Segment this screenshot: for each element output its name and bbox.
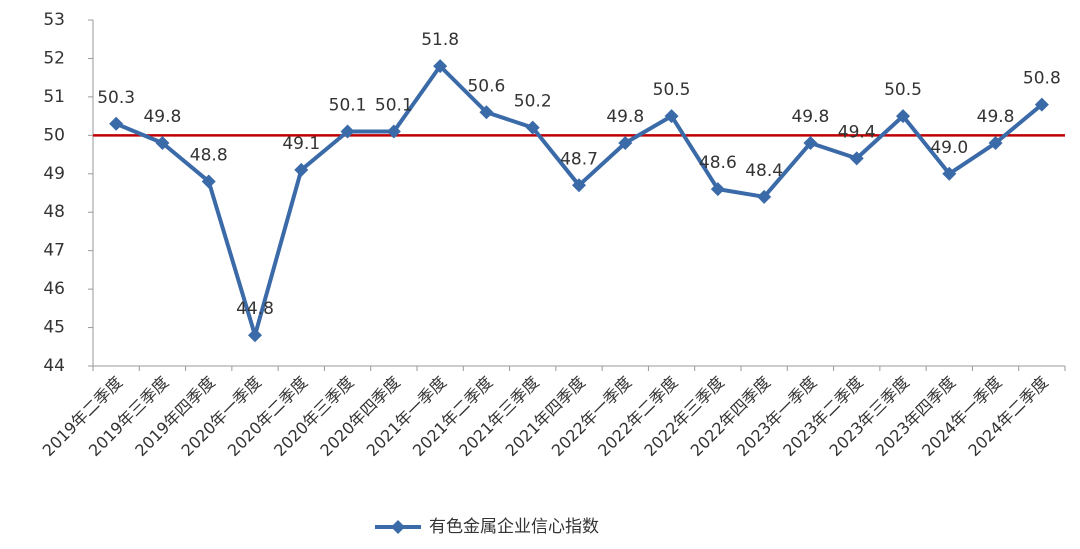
data-label: 50.8 <box>1023 69 1061 89</box>
x-tick-label: 2021年一季度 <box>363 373 450 460</box>
y-tick-label: 50 <box>43 125 65 145</box>
marker <box>109 116 124 131</box>
data-label: 50.2 <box>514 92 552 112</box>
y-tick-label: 52 <box>43 48 65 68</box>
x-tick-label: 2020年三季度 <box>270 373 357 460</box>
x-tick-label: 2019年四季度 <box>131 373 218 460</box>
marker <box>942 166 957 181</box>
data-label: 49.0 <box>930 138 968 158</box>
data-label: 48.6 <box>699 153 737 173</box>
marker <box>849 151 864 166</box>
x-tick-label: 2023年二季度 <box>779 373 866 460</box>
data-label: 50.5 <box>653 80 691 100</box>
marker <box>664 109 679 124</box>
x-tick-label: 2020年一季度 <box>178 373 265 460</box>
marker <box>618 136 633 151</box>
x-tick-label: 2021年四季度 <box>502 373 589 460</box>
legend-marker <box>391 520 405 534</box>
data-label: 50.1 <box>375 95 413 115</box>
marker <box>248 328 262 343</box>
x-tick-label: 2022年一季度 <box>548 373 635 460</box>
y-tick-label: 53 <box>43 10 65 30</box>
x-tick-label: 2023年三季度 <box>826 373 913 460</box>
x-tick-label: 2022年三季度 <box>640 373 727 460</box>
marker <box>294 162 309 177</box>
series-line <box>115 64 1044 338</box>
data-label: 51.8 <box>421 30 459 50</box>
x-tick-label: 2021年三季度 <box>455 373 542 460</box>
y-tick-label: 51 <box>43 87 65 107</box>
x-tick-label: 2021年二季度 <box>409 373 496 460</box>
data-label: 49.8 <box>143 107 181 127</box>
marker <box>155 136 170 151</box>
y-tick-label: 48 <box>43 202 65 222</box>
x-tick-label: 2022年二季度 <box>594 373 681 460</box>
x-tick-label: 2023年一季度 <box>733 373 820 460</box>
data-label: 44.8 <box>236 299 274 319</box>
data-label: 48.7 <box>560 149 598 169</box>
data-label: 50.6 <box>467 76 505 96</box>
x-tick-label: 2020年二季度 <box>224 373 311 460</box>
data-label: 48.4 <box>745 161 783 181</box>
marker <box>201 174 216 189</box>
x-tick-label: 2020年四季度 <box>316 373 403 460</box>
y-tick-label: 46 <box>43 279 65 299</box>
x-tick-label: 2019年三季度 <box>85 373 172 460</box>
x-tick-label: 2024年二季度 <box>964 373 1051 460</box>
marker <box>386 124 401 139</box>
data-label: 50.3 <box>97 88 135 108</box>
marker <box>1034 97 1049 112</box>
marker <box>340 124 355 139</box>
y-tick-label: 49 <box>43 164 65 184</box>
x-tick-label: 2023年四季度 <box>872 373 959 460</box>
marker <box>896 109 910 124</box>
marker <box>803 136 818 151</box>
marker <box>572 178 586 193</box>
data-label: 48.8 <box>190 145 228 165</box>
marker <box>710 182 725 197</box>
marker <box>525 120 540 135</box>
x-tick-label: 2019年二季度 <box>39 373 126 460</box>
y-tick-label: 45 <box>43 318 65 338</box>
data-label: 49.8 <box>606 107 644 127</box>
data-label: 49.8 <box>977 107 1015 127</box>
marker <box>757 189 772 204</box>
data-label: 50.5 <box>884 80 922 100</box>
legend-label: 有色金属企业信心指数 <box>429 517 599 537</box>
x-tick-label: 2024年一季度 <box>918 373 1005 460</box>
data-label: 49.1 <box>282 134 320 154</box>
y-tick-label: 47 <box>43 241 65 261</box>
marker <box>988 136 1003 151</box>
data-label: 49.8 <box>791 107 829 127</box>
data-label: 50.1 <box>329 95 367 115</box>
y-tick-label: 44 <box>43 356 65 376</box>
x-tick-label: 2022年四季度 <box>687 373 774 460</box>
marker <box>433 59 448 74</box>
data-label: 49.4 <box>838 122 876 142</box>
marker <box>479 105 494 120</box>
